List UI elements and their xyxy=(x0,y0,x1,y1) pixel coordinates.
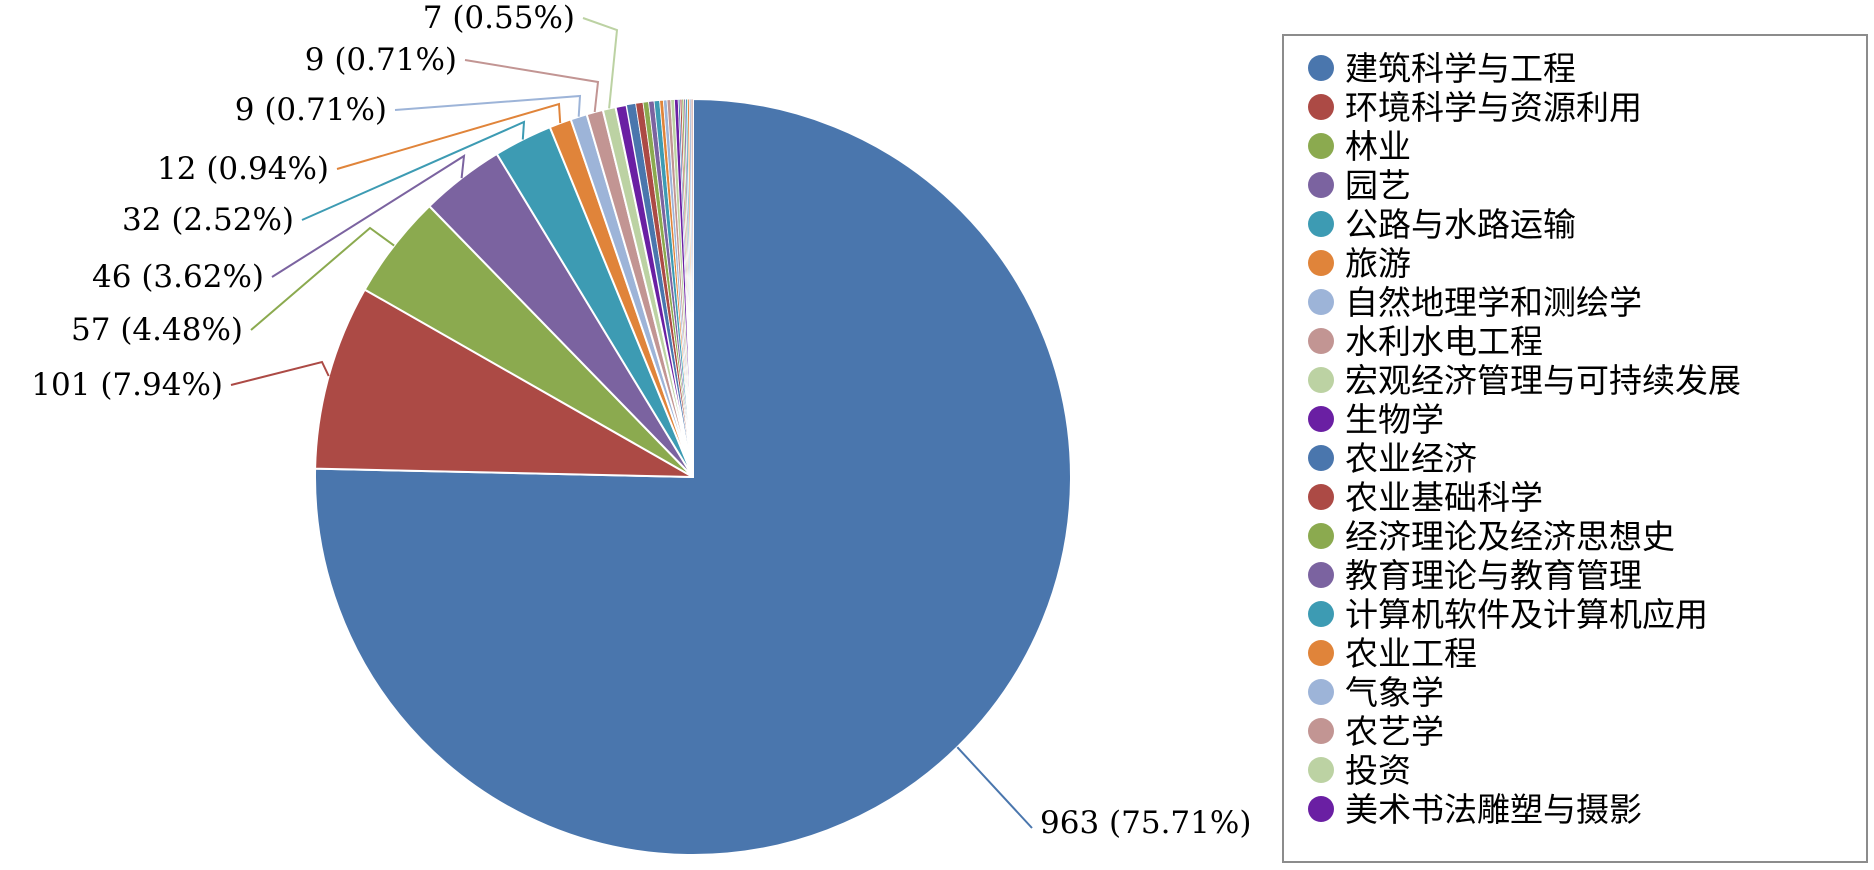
leader-line xyxy=(301,120,526,221)
legend-label: 气象学 xyxy=(1345,673,1444,712)
legend-marker xyxy=(1308,55,1334,81)
legend-label: 环境科学与资源利用 xyxy=(1345,88,1642,127)
legend-label: 计算机软件及计算机应用 xyxy=(1345,595,1708,634)
legend-frame xyxy=(1282,34,1868,863)
legend-label: 农业基础科学 xyxy=(1345,478,1543,517)
leader-line xyxy=(271,154,466,278)
pie-slices xyxy=(314,97,1072,856)
legend-label: 自然地理学和测绘学 xyxy=(1345,283,1642,322)
legend-marker xyxy=(1308,406,1334,432)
legend-marker xyxy=(1308,328,1334,354)
leader-line xyxy=(956,746,1033,829)
legend-label: 建筑科学与工程 xyxy=(1345,49,1576,88)
legend-label: 投资 xyxy=(1345,751,1411,790)
data-label: 9 (0.71%) xyxy=(235,92,387,128)
pie-slice xyxy=(314,288,694,478)
data-label: 963 (75.71%) xyxy=(1040,805,1251,841)
leader-line xyxy=(464,59,600,113)
legend-label: 农艺学 xyxy=(1345,712,1444,751)
legend-label: 经济理论及经济思想史 xyxy=(1345,517,1675,556)
legend-label: 旅游 xyxy=(1345,244,1411,283)
legend-label: 宏观经济管理与可持续发展 xyxy=(1345,361,1741,400)
legend-marker xyxy=(1308,484,1334,510)
legend-label: 公路与水路运输 xyxy=(1345,205,1576,244)
legend-marker xyxy=(1308,133,1334,159)
data-labels: 963 (75.71%) 101 (7.94%) 57 (4.48%) 46 (3.6… xyxy=(31,0,1251,841)
legend-marker xyxy=(1308,679,1334,705)
legend-marker xyxy=(1308,250,1334,276)
data-label: 12 (0.94%) xyxy=(157,151,329,187)
legend-marker xyxy=(1308,601,1334,627)
legend-label: 教育理论与教育管理 xyxy=(1345,556,1642,595)
legend-label: 农业经济 xyxy=(1345,439,1477,478)
legend-marker xyxy=(1308,94,1334,120)
legend-marker xyxy=(1308,367,1334,393)
legend: 建筑科学与工程环境科学与资源利用林业园艺公路与水路运输旅游自然地理学和测绘学水利… xyxy=(1282,34,1868,863)
data-label: 101 (7.94%) xyxy=(31,367,223,403)
legend-label: 生物学 xyxy=(1345,400,1444,439)
legend-marker xyxy=(1308,562,1334,588)
data-label: 9 (0.71%) xyxy=(305,42,457,78)
data-label: 7 (0.55%) xyxy=(423,0,575,36)
leader-lines xyxy=(230,17,1033,829)
data-label: 32 (2.52%) xyxy=(122,202,294,238)
leader-line xyxy=(394,94,582,117)
leader-line xyxy=(250,226,395,331)
data-label: 46 (3.62%) xyxy=(92,259,264,295)
legend-marker xyxy=(1308,757,1334,783)
data-label: 57 (4.48%) xyxy=(71,312,243,348)
pie-slice xyxy=(690,98,694,478)
legend-marker xyxy=(1308,289,1334,315)
legend-marker xyxy=(1308,640,1334,666)
leader-line xyxy=(582,17,619,109)
legend-marker xyxy=(1308,211,1334,237)
legend-label: 园艺 xyxy=(1345,166,1411,205)
legend-label: 水利水电工程 xyxy=(1345,322,1543,361)
legend-marker xyxy=(1308,718,1334,744)
leader-line xyxy=(230,360,330,386)
legend-marker xyxy=(1308,172,1334,198)
legend-marker xyxy=(1308,445,1334,471)
legend-label: 林业 xyxy=(1345,127,1411,166)
legend-label: 美术书法雕塑与摄影 xyxy=(1345,790,1642,829)
leader-line xyxy=(336,102,562,170)
legend-label: 农业工程 xyxy=(1345,634,1477,673)
legend-marker xyxy=(1308,523,1334,549)
legend-marker xyxy=(1308,796,1334,822)
